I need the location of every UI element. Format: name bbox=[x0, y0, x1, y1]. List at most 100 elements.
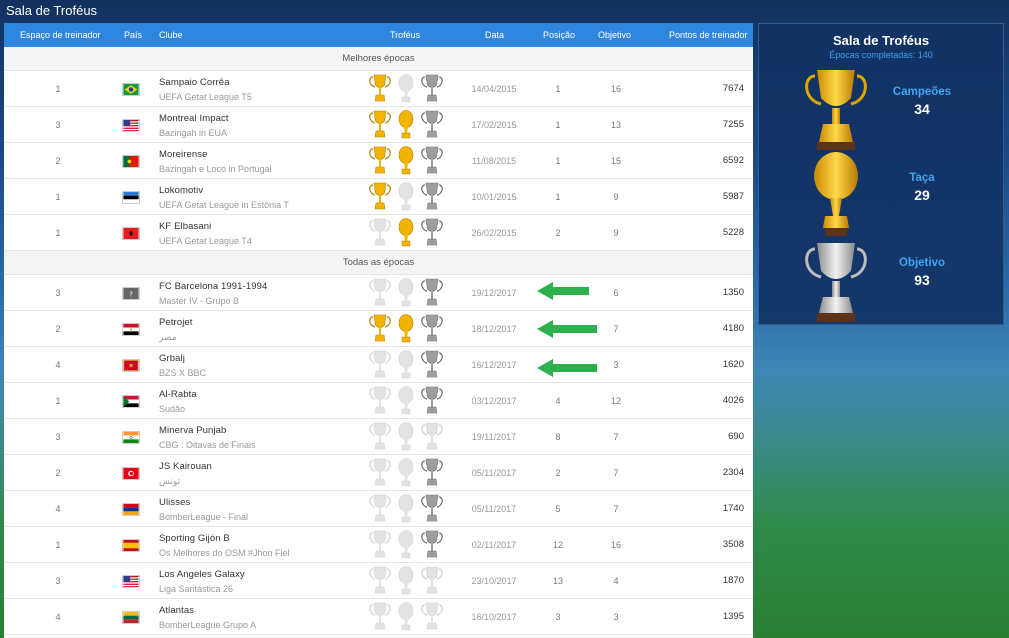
league-trophy-icon bbox=[369, 350, 391, 378]
club-cell[interactable]: Grbalj BZS X BBC bbox=[159, 352, 206, 380]
club-name[interactable]: Montreal Impact bbox=[159, 113, 229, 124]
table-row[interactable]: 1 KF Elbasani UEFA Getat League T4 bbox=[4, 215, 753, 251]
table-row[interactable]: 3 Montreal Impact Bazingah in EUA bbox=[4, 107, 753, 143]
col-trophies[interactable]: Troféus bbox=[390, 30, 421, 40]
club-cell[interactable]: Sporting Gijón B Os Melhores do OSM #Jho… bbox=[159, 532, 290, 560]
club-cell[interactable]: Petrojet مصر bbox=[159, 316, 193, 344]
stat-cup: Taça 29 bbox=[887, 172, 957, 203]
table-row[interactable]: 4 Ulisses BomberLeague - Final bbox=[4, 491, 753, 527]
objective-trophy-icon bbox=[421, 74, 443, 102]
slot-cell: 1 bbox=[55, 540, 61, 550]
points-cell: 2304 bbox=[722, 467, 744, 478]
table-row[interactable]: 1 Sporting Gijón B Os Melhores do OSM #J… bbox=[4, 527, 753, 563]
club-name[interactable]: Al-Rabta bbox=[159, 389, 197, 400]
table-row[interactable]: 2 Petrojet مصر bbox=[4, 311, 753, 347]
slot-cell: 2 bbox=[55, 468, 61, 478]
club-cell[interactable]: Montreal Impact Bazingah in EUA bbox=[159, 112, 229, 140]
position-cell: 1 bbox=[555, 84, 561, 94]
cup-trophy-icon bbox=[398, 146, 414, 175]
league-name: Os Melhores do OSM #Jhon Fiel bbox=[159, 548, 290, 558]
position-cell: 1 bbox=[555, 156, 561, 166]
club-cell[interactable]: Sampaio Corrêa UEFA Getat League T5 bbox=[159, 76, 252, 104]
club-cell[interactable]: JS Kairouan تونس bbox=[159, 460, 212, 488]
club-name[interactable]: Moreirense bbox=[159, 149, 208, 160]
club-cell[interactable]: Minerva Punjab CBG : Oitavas de Finais bbox=[159, 424, 256, 452]
position-cell: 4 bbox=[555, 396, 561, 406]
club-name[interactable]: KF Elbasani bbox=[159, 221, 212, 232]
col-objective[interactable]: Objetivo bbox=[598, 30, 632, 40]
league-trophy-icon bbox=[369, 422, 391, 450]
col-points[interactable]: Pontos de treinador bbox=[669, 30, 748, 40]
cup-trophy-icon bbox=[814, 152, 858, 236]
club-name[interactable]: Los Angeles Galaxy bbox=[159, 569, 245, 580]
col-date[interactable]: Data bbox=[485, 30, 505, 40]
club-cell[interactable]: Atlantas BomberLeague Grupo A bbox=[159, 604, 256, 632]
date-cell: 16/10/2017 bbox=[471, 612, 517, 622]
table-row[interactable]: 4 Grbalj BZS X BBC bbox=[4, 347, 753, 383]
green-arrow-icon bbox=[537, 359, 597, 377]
table-row[interactable]: 2 Moreirense Bazingah e Loco in Portugal bbox=[4, 143, 753, 179]
stat-champions: Campeões 34 bbox=[887, 86, 957, 117]
cup-trophy-icon bbox=[398, 602, 414, 631]
club-name[interactable]: Sampaio Corrêa bbox=[159, 77, 230, 88]
club-cell[interactable]: Lokomotiv UEFA Getat League in Estônia T bbox=[159, 184, 289, 212]
club-name[interactable]: Ulisses bbox=[159, 497, 191, 508]
col-position[interactable]: Posição bbox=[543, 30, 576, 40]
svg-text:?: ? bbox=[129, 290, 133, 298]
league-name: BomberLeague - Final bbox=[159, 512, 249, 522]
club-cell[interactable]: Los Angeles Galaxy Liga Santástica 26 bbox=[159, 568, 245, 596]
points-cell: 1870 bbox=[722, 575, 744, 586]
table-row[interactable]: 1 Lokomotiv UEFA Getat League in Estônia… bbox=[4, 179, 753, 215]
objective-trophy-icon bbox=[421, 602, 443, 630]
club-cell[interactable]: KF Elbasani UEFA Getat League T4 bbox=[159, 220, 252, 248]
club-cell[interactable]: FC Barcelona 1991-1994 Master IV - Grupo… bbox=[159, 280, 267, 308]
league-trophy-icon bbox=[369, 494, 391, 522]
date-cell: 05/11/2017 bbox=[471, 504, 517, 514]
table-row[interactable]: 3 Minerva Punjab CBG : Oitavas de Finais bbox=[4, 419, 753, 455]
green-arrow-icon bbox=[537, 320, 597, 338]
position-cell: 2 bbox=[555, 468, 561, 478]
date-cell: 16/12/2017 bbox=[471, 360, 517, 370]
date-cell: 03/12/2017 bbox=[471, 396, 517, 406]
col-country[interactable]: País bbox=[124, 30, 143, 40]
table-row[interactable]: 2 JS Kairouan تونس bbox=[4, 455, 753, 491]
position-cell: 12 bbox=[552, 540, 563, 550]
cup-trophy-icon bbox=[398, 494, 414, 523]
club-name[interactable]: Grbalj bbox=[159, 353, 185, 364]
slot-cell: 1 bbox=[55, 396, 61, 406]
league-trophy-icon bbox=[369, 386, 391, 414]
league-name: UEFA Getat League T5 bbox=[159, 92, 252, 102]
flag-icon bbox=[122, 611, 140, 624]
trophies-cell bbox=[369, 566, 443, 596]
league-name: مصر bbox=[159, 332, 177, 342]
table-row[interactable]: 1 Sampaio Corrêa UEFA Getat League T5 bbox=[4, 71, 753, 107]
table-row[interactable]: 3 ? FC Barcelona 1991-1994 Master IV - G… bbox=[4, 275, 753, 311]
col-slot[interactable]: Espaço de treinador bbox=[20, 30, 101, 40]
objective-trophy-icon bbox=[421, 314, 443, 342]
club-name[interactable]: JS Kairouan bbox=[159, 461, 212, 472]
table-row[interactable]: 3 Los Angeles Galaxy Liga Santástica 26 bbox=[4, 563, 753, 599]
club-cell[interactable]: Moreirense Bazingah e Loco in Portugal bbox=[159, 148, 272, 176]
table-row[interactable]: 4 Atlantas BomberLeague Grupo A bbox=[4, 599, 753, 635]
league-name: UEFA Getat League T4 bbox=[159, 236, 252, 246]
club-name[interactable]: Petrojet bbox=[159, 317, 193, 328]
trophies-cell bbox=[369, 74, 443, 104]
col-club[interactable]: Clube bbox=[159, 30, 183, 40]
position-cell: 1 bbox=[555, 192, 561, 202]
cup-trophy-icon bbox=[398, 218, 414, 247]
club-name[interactable]: Sporting Gijón B bbox=[159, 533, 230, 544]
date-cell: 19/12/2017 bbox=[471, 288, 517, 298]
club-cell[interactable]: Ulisses BomberLeague - Final bbox=[159, 496, 248, 524]
date-cell: 19/11/2017 bbox=[471, 432, 517, 442]
club-cell[interactable]: Al-Rabta Sudão bbox=[159, 388, 197, 416]
club-name[interactable]: FC Barcelona 1991-1994 bbox=[159, 281, 268, 292]
club-name[interactable]: Atlantas bbox=[159, 605, 195, 616]
page-title: Sala de Troféus bbox=[6, 3, 98, 18]
trophies-cell bbox=[369, 530, 443, 560]
league-name: Bazingah e Loco in Portugal bbox=[159, 164, 272, 174]
table-row[interactable]: 1 Al-Rabta Sudão bbox=[4, 383, 753, 419]
flag-icon bbox=[122, 191, 140, 204]
club-name[interactable]: Minerva Punjab bbox=[159, 425, 227, 436]
green-arrow-icon bbox=[537, 282, 589, 300]
club-name[interactable]: Lokomotiv bbox=[159, 185, 204, 196]
